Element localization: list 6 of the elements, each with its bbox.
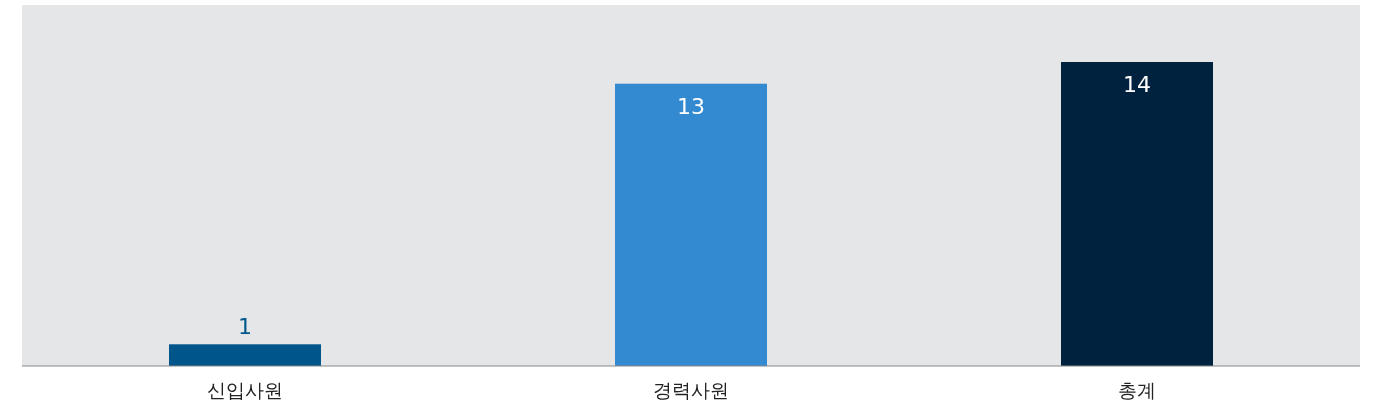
x-tick-label: 경력사원 <box>653 379 729 401</box>
x-tick-label: 총계 <box>1118 379 1156 401</box>
x-tick-label: 신입사원 <box>207 379 283 401</box>
data-label: 14 <box>1123 72 1151 97</box>
data-label: 13 <box>677 93 705 119</box>
data-label: 1 <box>238 314 252 340</box>
